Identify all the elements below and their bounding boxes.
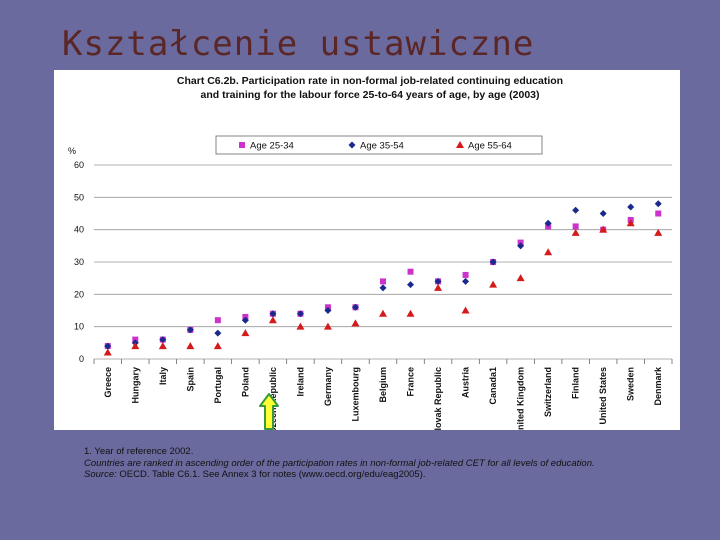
data-point xyxy=(516,274,525,282)
data-point xyxy=(323,322,332,330)
data-point xyxy=(489,280,498,288)
x-tick-label: Luxembourg xyxy=(350,367,360,422)
legend-marker xyxy=(456,141,464,148)
data-point xyxy=(379,284,387,292)
y-tick-label: 10 xyxy=(74,322,84,332)
x-tick-label: United States xyxy=(598,367,608,425)
footnote-source: Source: OECD. Table C6.1. See Annex 3 fo… xyxy=(84,469,664,481)
x-tick-label: Germany xyxy=(323,367,333,406)
x-tick-label: Hungary xyxy=(130,367,140,404)
x-tick-label: Switzerland xyxy=(543,367,553,417)
data-point xyxy=(214,329,222,337)
legend-box xyxy=(215,135,543,155)
legend-marker xyxy=(348,141,356,149)
chart-points xyxy=(103,200,663,356)
chart-title-line1: Chart C6.2b. Participation rate in non-f… xyxy=(177,75,563,87)
data-point xyxy=(434,277,442,285)
y-axis-label: % xyxy=(68,146,76,156)
x-tick-label: Poland xyxy=(240,367,250,397)
legend-label: Age 35-54 xyxy=(360,141,404,152)
data-point xyxy=(462,271,469,278)
data-point xyxy=(379,309,387,317)
y-tick-label: 0 xyxy=(79,354,84,364)
data-point xyxy=(104,342,112,350)
x-tick-label: Ireland xyxy=(295,367,305,397)
data-point xyxy=(462,277,470,285)
data-point xyxy=(131,342,140,350)
data-point xyxy=(626,219,635,227)
x-tick-label: France xyxy=(406,367,416,397)
data-point xyxy=(213,342,222,350)
chart-title-line2: and training for the labour force 25-to-… xyxy=(200,89,539,101)
data-point xyxy=(599,225,608,233)
x-tick-label: Portugal xyxy=(213,367,223,404)
data-point xyxy=(627,203,635,211)
x-tick-label: Spain xyxy=(185,367,195,392)
chart-gridlines xyxy=(93,164,673,364)
data-point xyxy=(654,200,662,208)
footnote-year: 1. Year of reference 2002. xyxy=(84,446,194,457)
data-point xyxy=(406,309,415,317)
x-axis-ticks: GreeceHungaryItalySpainPortugalPolandCze… xyxy=(103,366,663,430)
legend-label: Age 25-34 xyxy=(250,141,294,152)
legend-label: Age 55-64 xyxy=(468,141,512,152)
y-tick-label: 50 xyxy=(74,192,84,202)
legend-marker xyxy=(239,142,245,148)
data-point xyxy=(158,342,167,350)
data-point xyxy=(654,228,663,236)
footnote-ranking: Countries are ranked in ascending order … xyxy=(84,457,595,469)
y-tick-label: 40 xyxy=(74,225,84,235)
x-tick-label: Italy xyxy=(158,367,168,385)
x-tick-label: Denmark xyxy=(653,366,663,406)
data-point xyxy=(571,228,580,236)
data-point xyxy=(296,322,305,330)
slide-title: Kształcenie ustawiczne xyxy=(62,24,535,64)
data-point xyxy=(351,303,359,311)
data-point xyxy=(380,278,386,285)
data-point xyxy=(186,326,194,334)
data-point xyxy=(103,348,112,356)
chart-area: Chart C6.2b. Participation rate in non-f… xyxy=(54,70,680,430)
data-point xyxy=(407,268,414,275)
data-point xyxy=(186,342,195,350)
data-point xyxy=(241,316,249,324)
footnotes: 1. Year of reference 2002. Countries are… xyxy=(84,446,664,481)
x-tick-label: Canada1 xyxy=(488,367,498,405)
x-tick-label: Sweden xyxy=(626,367,636,401)
x-tick-label: Greece xyxy=(103,367,113,398)
data-point xyxy=(351,319,360,327)
data-point xyxy=(599,210,607,217)
scatter-chart: Chart C6.2b. Participation rate in non-f… xyxy=(68,75,673,430)
data-point xyxy=(572,206,580,214)
chart-legend: Age 25-34 Age 35-54 Age 55-64 xyxy=(215,135,543,155)
data-point xyxy=(159,336,167,344)
x-tick-label: Slovak Republic xyxy=(433,367,443,430)
source-text: OECD. Table C6.1. See Annex 3 for notes … xyxy=(119,469,426,480)
data-point xyxy=(241,329,250,337)
data-point xyxy=(324,307,332,314)
y-tick-label: 60 xyxy=(74,160,84,170)
data-point xyxy=(407,281,415,289)
data-point xyxy=(572,223,579,230)
x-tick-label: Finland xyxy=(571,367,581,399)
source-label: Source: xyxy=(84,469,117,480)
x-tick-label: Belgium xyxy=(378,367,388,403)
data-point xyxy=(544,248,553,256)
data-point xyxy=(655,210,662,217)
data-point xyxy=(434,283,443,291)
data-point xyxy=(269,310,277,318)
data-point xyxy=(461,306,470,314)
y-axis-ticks: 0 10 20 30 40 50 60 xyxy=(74,160,84,364)
y-tick-label: 20 xyxy=(74,289,84,299)
data-point xyxy=(517,242,525,250)
up-arrow-highlight xyxy=(259,393,279,430)
x-tick-label: Austria xyxy=(461,366,471,398)
y-tick-label: 30 xyxy=(74,257,84,267)
data-point xyxy=(214,317,221,324)
data-point xyxy=(268,316,277,324)
data-point xyxy=(544,219,552,227)
data-point xyxy=(489,258,497,266)
x-tick-label: United Kingdom xyxy=(516,367,526,430)
data-point xyxy=(296,310,304,318)
